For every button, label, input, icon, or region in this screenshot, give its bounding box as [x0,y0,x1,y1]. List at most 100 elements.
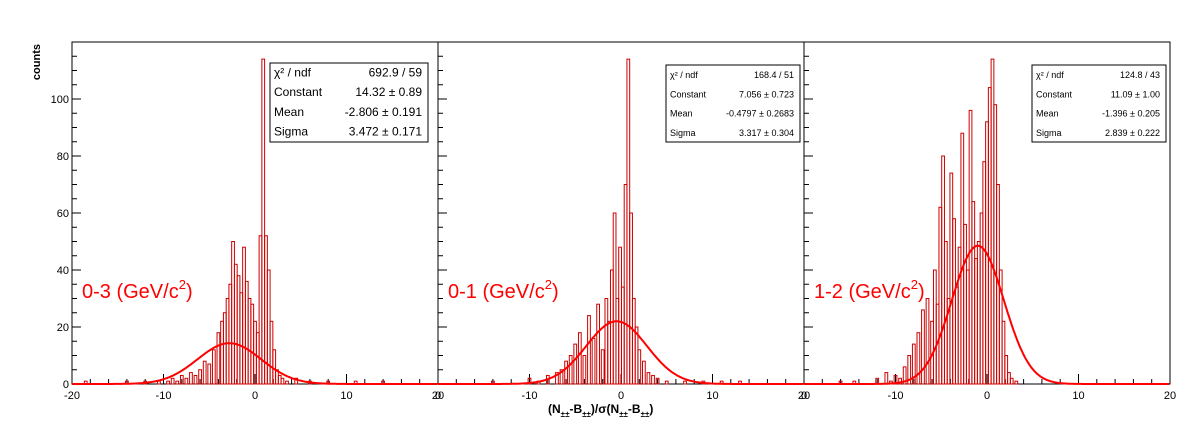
histogram-bar [1014,380,1019,385]
stats-name: χ² / ndf [670,70,698,80]
stats-name: Mean [274,105,304,119]
panel-label-superscript: 2 [179,277,186,292]
histogram-bar [261,58,266,385]
histogram-bar [925,298,930,385]
panel-label: 0-3 (GeV/c2) [82,277,193,303]
histogram-bar [216,332,221,385]
panel-label-end: ) [552,281,559,303]
histogram-bar [651,374,655,385]
histogram-bar [911,343,916,385]
stats-value: 11.09 ± 1.00 [1111,89,1160,99]
stats-value: -0.4797 ± 0.2683 [726,109,794,119]
histogram-bar [559,369,564,385]
x-tick-label: 10 [340,390,352,402]
panel-label: 1-2 (GeV/c2) [814,277,925,303]
histogram-bar [591,337,596,385]
x-axis-title-part: (N [548,402,561,416]
y-tick-label: 0 [63,379,69,391]
x-tick-label: 20 [1164,390,1176,402]
histogram-bar [582,355,587,385]
x-tick-label: 0 [984,390,990,402]
panel-label-text: 0-1 (GeV/c [448,281,545,303]
stats-value: 2.839 ± 0.222 [1105,128,1160,138]
histogram-bar [1001,320,1006,385]
panel-3: 0 -10 0 10 20 1-2 (GeV/c2) χ² / ndf 124.8 / 43 C… [801,41,1176,402]
stats-value: 124.8 / 43 [1120,70,1160,80]
x-tick-label: 0 [252,390,258,402]
stats-name: Constant [670,89,707,99]
histogram-bar [907,355,912,385]
x-axis-title: (N±±-B±±)/σ(N±±-B±±) [548,402,653,419]
x-axis-title-subscript: ±± [641,410,650,419]
histogram-bar [555,372,559,385]
stats-name: χ² / ndf [1036,70,1064,80]
histogram-bar [916,332,921,385]
x-tick-label: 20 [432,390,444,402]
histogram-bar [600,349,605,385]
stats-box [269,62,429,143]
x-tick-label: 0 [618,390,624,402]
stats-name: Constant [274,85,323,99]
panel-label: 0-1 (GeV/c2) [448,277,559,303]
stats-value: 7.056 ± 0.723 [739,89,794,99]
histogram-bar [193,374,198,385]
histogram-bar [577,332,582,385]
stats-box [665,64,801,143]
x-axis-title-part: -B [628,402,641,416]
y-tick-label: 20 [57,322,69,334]
histogram-bar [198,369,202,385]
histogram-bar [664,380,669,385]
stats-name: Sigma [670,128,696,138]
histogram-bar [1009,377,1014,385]
stats-value: 3.317 ± 0.304 [739,128,794,138]
stats-value: 692.9 / 59 [369,65,423,79]
panel-label-superscript: 2 [911,277,918,292]
stats-value: 14.32 ± 0.89 [355,85,422,99]
x-tick-label: 0 [801,390,807,402]
histogram-bar [564,360,568,385]
histogram-bar [280,377,285,385]
x-tick-label: -10 [522,390,538,402]
histogram-bar [596,303,600,385]
x-axis-title-subscript: ±± [582,410,591,419]
stats-name: χ² / ndf [274,65,312,79]
panel-label-end: ) [918,281,925,303]
x-axis-title-part: )/σ(N [591,402,619,416]
histogram-bar [207,363,212,385]
histogram-bar [202,360,207,385]
histogram-bar [179,374,184,385]
x-tick-label: 0 [435,390,441,402]
histogram-bar [587,315,591,385]
histogram-bar [189,372,193,385]
stats-name: Mean [1036,109,1059,119]
histogram-bar [294,377,299,385]
histogram-bar [898,377,902,385]
y-axis-title: counts [31,44,43,80]
histogram-bar [573,343,578,385]
stats-value: -1.396 ± 0.205 [1102,109,1160,119]
panel-label-text: 0-3 (GeV/c [82,281,179,303]
x-tick-label: 10 [1072,390,1084,402]
stats-name: Sigma [274,125,308,139]
histogram-bar [884,372,889,385]
panel-2: 0 -10 0 10 200-1 (GeV/c2)χ² / ndf 168.4 / 51C… [435,41,810,402]
histogram-bar [921,309,925,385]
histogram-bar [568,355,573,385]
stats-box [1031,64,1167,143]
histogram-bar [642,360,646,385]
y-tick-label: 80 [57,151,69,163]
x-tick-label: -20 [64,390,80,402]
histogram-bar [170,377,175,385]
chart-root: counts(N±±-B±±)/σ(N±±-B±±)-20 -10 0 10 20020… [31,41,1176,419]
x-tick-label: -10 [888,390,904,402]
panel-label-superscript: 2 [545,277,552,292]
fit-curve [72,342,438,385]
fit-curve [438,320,804,385]
histogram-bar [637,349,642,385]
histogram-bar [184,377,189,385]
x-axis-title-part: ) [649,402,653,416]
stats-value: -2.806 ± 0.191 [345,105,423,119]
histogram-bar [683,380,687,385]
